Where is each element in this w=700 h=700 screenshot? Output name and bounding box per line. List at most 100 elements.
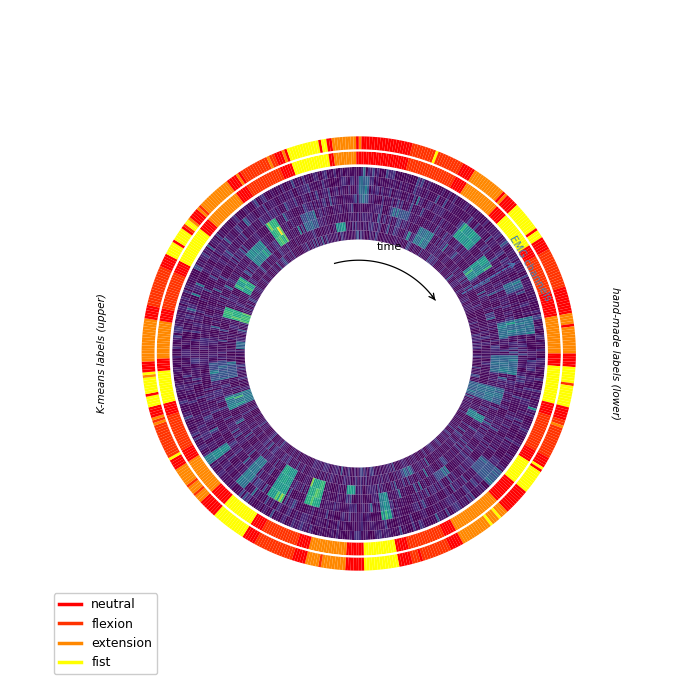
Wedge shape (533, 276, 547, 284)
Wedge shape (271, 510, 277, 519)
Wedge shape (465, 204, 472, 213)
Wedge shape (482, 350, 491, 352)
Wedge shape (204, 284, 214, 289)
Wedge shape (224, 310, 233, 314)
Wedge shape (262, 193, 270, 202)
Wedge shape (506, 382, 515, 385)
Wedge shape (527, 408, 536, 414)
Wedge shape (247, 166, 256, 179)
Wedge shape (223, 475, 231, 483)
Wedge shape (536, 358, 545, 360)
Wedge shape (232, 484, 241, 493)
Wedge shape (272, 198, 278, 207)
Wedge shape (363, 504, 365, 513)
Wedge shape (317, 190, 321, 199)
Wedge shape (268, 221, 275, 230)
Wedge shape (236, 211, 244, 220)
Wedge shape (346, 494, 348, 503)
Wedge shape (394, 208, 398, 217)
Wedge shape (473, 282, 482, 288)
Wedge shape (309, 240, 314, 249)
Wedge shape (211, 323, 220, 327)
Wedge shape (304, 243, 309, 251)
Wedge shape (219, 426, 228, 432)
Wedge shape (329, 501, 332, 510)
Wedge shape (191, 332, 201, 335)
Wedge shape (289, 447, 295, 456)
Wedge shape (305, 486, 310, 495)
Wedge shape (227, 516, 237, 528)
Wedge shape (449, 263, 456, 270)
Wedge shape (483, 495, 493, 506)
Wedge shape (258, 492, 265, 501)
Wedge shape (402, 458, 407, 468)
Wedge shape (376, 177, 379, 186)
Wedge shape (400, 479, 404, 488)
Wedge shape (480, 469, 488, 477)
Wedge shape (329, 206, 332, 215)
Wedge shape (235, 398, 244, 402)
Wedge shape (477, 316, 486, 320)
Wedge shape (295, 187, 301, 196)
Wedge shape (493, 231, 501, 239)
Wedge shape (237, 223, 245, 231)
Wedge shape (259, 518, 267, 531)
Wedge shape (519, 402, 529, 406)
Wedge shape (291, 499, 296, 508)
Wedge shape (403, 157, 409, 170)
Wedge shape (304, 475, 309, 484)
Wedge shape (534, 380, 543, 384)
Wedge shape (328, 178, 331, 188)
Wedge shape (224, 449, 232, 456)
Wedge shape (319, 490, 323, 499)
Wedge shape (407, 514, 412, 524)
Wedge shape (312, 497, 316, 506)
Wedge shape (416, 196, 421, 205)
Wedge shape (214, 435, 223, 442)
Wedge shape (312, 210, 317, 219)
Wedge shape (482, 281, 491, 287)
Wedge shape (314, 156, 318, 169)
Wedge shape (181, 344, 190, 347)
Wedge shape (252, 453, 260, 461)
Wedge shape (243, 243, 251, 251)
Wedge shape (334, 223, 337, 232)
Wedge shape (176, 387, 185, 391)
Wedge shape (279, 150, 286, 164)
Wedge shape (516, 377, 525, 381)
Wedge shape (462, 301, 471, 307)
Wedge shape (249, 295, 258, 301)
Wedge shape (225, 416, 233, 423)
Wedge shape (225, 398, 234, 402)
Wedge shape (372, 195, 375, 204)
Wedge shape (208, 480, 219, 490)
Wedge shape (533, 384, 542, 388)
Wedge shape (302, 214, 307, 223)
Wedge shape (275, 482, 281, 490)
Wedge shape (436, 448, 443, 456)
Wedge shape (505, 387, 514, 391)
Wedge shape (370, 542, 374, 555)
Wedge shape (478, 443, 486, 450)
Wedge shape (438, 197, 444, 206)
Wedge shape (259, 176, 267, 189)
Wedge shape (494, 247, 503, 255)
Wedge shape (419, 218, 424, 227)
Wedge shape (370, 485, 373, 494)
Wedge shape (516, 324, 525, 328)
Wedge shape (236, 522, 245, 534)
Wedge shape (509, 349, 518, 351)
Wedge shape (260, 205, 267, 214)
Wedge shape (396, 508, 400, 517)
Wedge shape (397, 228, 401, 237)
Wedge shape (321, 170, 326, 180)
Wedge shape (258, 458, 266, 467)
Wedge shape (301, 535, 307, 548)
Wedge shape (519, 477, 531, 488)
Wedge shape (517, 295, 527, 300)
Wedge shape (163, 301, 176, 307)
Wedge shape (232, 389, 241, 393)
Wedge shape (450, 280, 459, 286)
Wedge shape (246, 433, 254, 440)
Wedge shape (318, 461, 322, 470)
